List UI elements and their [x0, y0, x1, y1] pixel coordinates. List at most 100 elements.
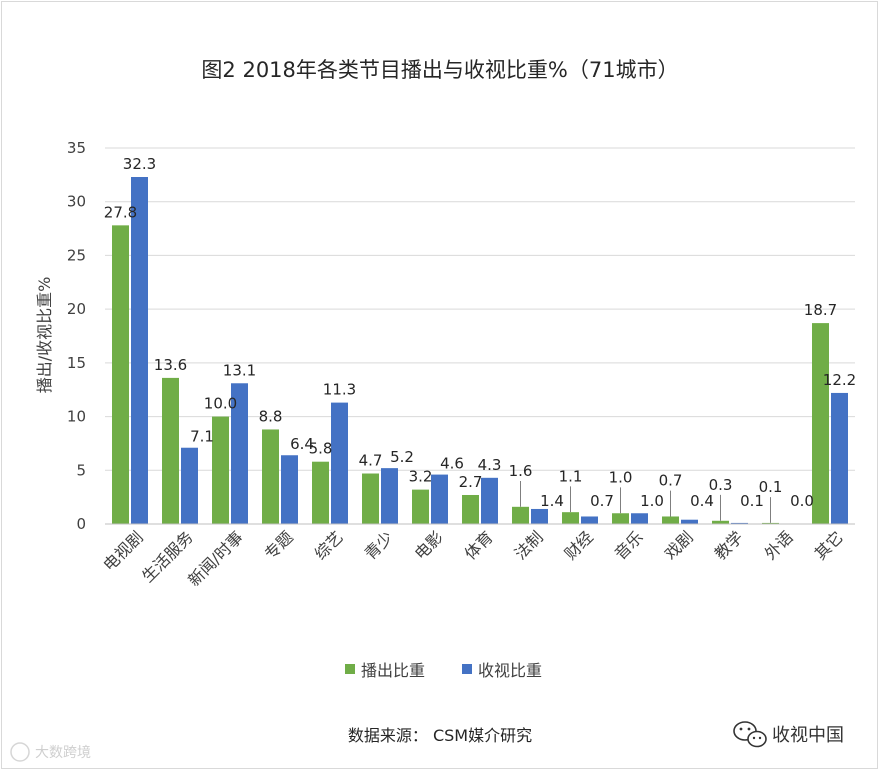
data-label: 1.4	[540, 492, 564, 510]
bar-broadcast-6	[412, 489, 429, 524]
data-label: 0.4	[690, 492, 714, 510]
y-tick-label: 35	[67, 139, 86, 157]
data-label: 3.2	[409, 468, 433, 486]
chart-title: 图2 2018年各类节目播出与收视比重%（71城市）	[201, 58, 678, 82]
wechat-icon	[733, 721, 767, 748]
data-label: 4.3	[478, 456, 502, 474]
bar-broadcast-4	[312, 461, 329, 524]
bar-broadcast-12	[712, 520, 729, 524]
data-label: 0.1	[740, 492, 764, 510]
data-label: 11.3	[323, 381, 356, 399]
corner-watermark-text: 大数跨境	[35, 745, 91, 761]
data-label: 0.0	[790, 492, 814, 510]
x-category-label: 专题	[261, 527, 297, 563]
x-category-label: 音乐	[611, 527, 647, 563]
bar-broadcast-13	[762, 522, 779, 524]
legend: 播出比重 收视比重	[345, 661, 542, 680]
bar-viewing-5	[381, 468, 398, 524]
data-label: 18.7	[804, 301, 837, 319]
y-tick-label: 20	[67, 300, 86, 318]
bar-viewing-2	[231, 383, 248, 524]
corner-watermark: 大数跨境	[10, 742, 91, 762]
x-category-label: 法制	[511, 527, 547, 563]
data-label: 4.7	[359, 452, 383, 470]
data-label: 1.1	[559, 467, 583, 485]
x-category-label: 新闻/时事	[184, 527, 247, 590]
x-category-label: 体育	[461, 527, 497, 563]
bar-viewing-12	[731, 522, 748, 524]
bar-broadcast-2	[212, 416, 229, 524]
y-axis-ticks: 0 5 10 15 20 25 30 35	[67, 139, 86, 533]
bar-broadcast-5	[362, 473, 379, 524]
brand-name: 收视中国	[772, 725, 844, 746]
data-label: 0.7	[659, 472, 683, 490]
legend-swatch-viewing	[462, 664, 472, 674]
legend-label-broadcast: 播出比重	[361, 661, 425, 680]
y-tick-label: 30	[67, 193, 86, 211]
data-label: 1.0	[609, 468, 633, 486]
data-label: 5.2	[390, 448, 414, 466]
legend-swatch-broadcast	[345, 664, 355, 674]
bar-viewing-1	[181, 447, 198, 524]
y-tick-label: 10	[67, 408, 86, 426]
data-label: 4.6	[440, 455, 464, 473]
bar-broadcast-10	[612, 513, 629, 524]
data-label: 32.3	[123, 155, 156, 173]
bar-broadcast-7	[462, 494, 479, 524]
bar-broadcast-11	[662, 516, 679, 524]
x-category-label: 综艺	[311, 527, 347, 563]
x-category-label: 外语	[761, 527, 797, 563]
y-tick-label: 25	[67, 246, 86, 264]
bar-viewing-11	[681, 519, 698, 524]
bar-viewing-0	[131, 177, 148, 524]
data-label: 8.8	[259, 407, 283, 425]
x-category-label: 戏剧	[661, 527, 697, 563]
gridlines	[105, 147, 855, 471]
x-category-label: 财经	[561, 527, 597, 563]
data-label: 0.3	[709, 476, 733, 494]
data-label: 12.2	[823, 371, 856, 389]
data-label: 2.7	[459, 473, 483, 491]
x-category-label: 电视剧	[99, 527, 146, 574]
bar-viewing-6	[431, 474, 448, 524]
bar-broadcast-0	[112, 225, 129, 524]
bar-viewing-9	[581, 516, 598, 524]
legend-label-viewing: 收视比重	[478, 661, 542, 680]
y-tick-label: 5	[76, 461, 86, 479]
data-label: 0.7	[590, 492, 614, 510]
data-label: 1.6	[509, 462, 533, 480]
x-category-label: 其它	[811, 527, 847, 563]
bar-broadcast-8	[512, 506, 529, 524]
data-label: 10.0	[204, 395, 237, 413]
data-label: 13.6	[154, 356, 187, 374]
bar-viewing-4	[331, 402, 348, 524]
bar-viewing-10	[631, 513, 648, 524]
bar-viewing-8	[531, 508, 548, 524]
bars	[112, 177, 848, 524]
data-label: 7.1	[190, 428, 214, 446]
bar-broadcast-14	[812, 323, 829, 524]
bar-viewing-14	[831, 392, 848, 524]
source-note: 数据来源： CSM媒介研究	[348, 726, 532, 745]
data-label: 13.1	[223, 361, 256, 379]
data-label: 27.8	[104, 203, 137, 221]
y-tick-label: 15	[67, 354, 86, 372]
data-label: 1.0	[640, 492, 664, 510]
corner-logo-icon	[10, 742, 30, 762]
bar-broadcast-3	[262, 429, 279, 524]
data-label: 0.1	[759, 478, 783, 496]
bar-viewing-7	[481, 477, 498, 524]
bar-broadcast-9	[562, 512, 579, 524]
label-leader-lines	[520, 480, 771, 523]
y-axis-label: 播出/收视比重%	[35, 277, 54, 394]
x-category-label: 教学	[711, 527, 747, 563]
data-label: 6.4	[290, 435, 314, 453]
data-labels: 27.8 32.3 13.6 7.1 10.0 13.1 8.8 6.45.8 11.3 4.7 5…	[104, 155, 856, 510]
x-category-label: 青少	[361, 527, 397, 563]
data-label: 5.8	[309, 440, 333, 458]
bar-viewing-3	[281, 455, 298, 524]
x-category-label: 电影	[411, 527, 447, 563]
